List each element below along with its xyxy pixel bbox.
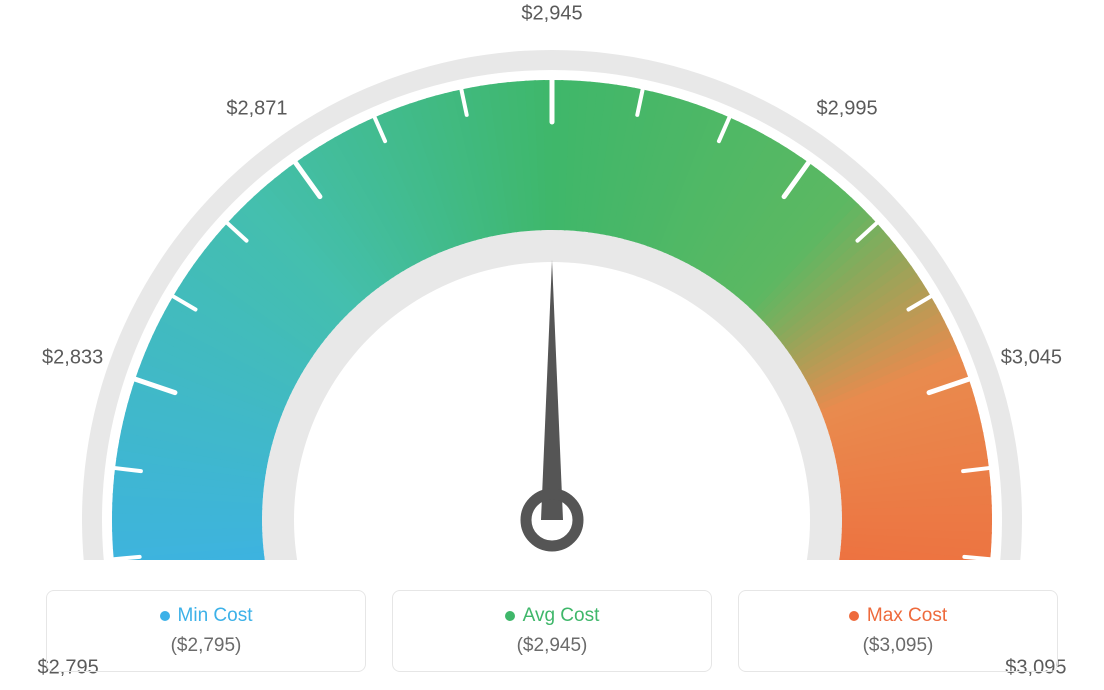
dot-icon (505, 611, 515, 621)
gauge-tick-label: $2,833 (42, 347, 103, 370)
legend-max-top: Max Cost (749, 605, 1047, 627)
legend-min-card: Min Cost ($2,795) (46, 590, 366, 672)
legend-avg-value: ($2,945) (403, 635, 701, 657)
gauge-svg (0, 0, 1104, 560)
legend-row: Min Cost ($2,795) Avg Cost ($2,945) Max … (0, 590, 1104, 672)
legend-min-value: ($2,795) (57, 635, 355, 657)
dot-icon (160, 611, 170, 621)
legend-max-card: Max Cost ($3,095) (738, 590, 1058, 672)
legend-avg-top: Avg Cost (403, 605, 701, 627)
dot-icon (849, 611, 859, 621)
legend-max-value: ($3,095) (749, 635, 1047, 657)
gauge-container: $2,795$2,833$2,871$2,945$2,995$3,045$3,0… (0, 0, 1104, 560)
gauge-tick-label: $2,945 (521, 3, 582, 26)
legend-min-top: Min Cost (57, 605, 355, 627)
legend-min-label: Min Cost (178, 605, 253, 627)
legend-avg-label: Avg Cost (523, 605, 600, 627)
legend-avg-card: Avg Cost ($2,945) (392, 590, 712, 672)
gauge-tick-label: $2,871 (226, 97, 287, 120)
gauge-tick-label: $2,995 (816, 97, 877, 120)
gauge-tick-label: $3,045 (1001, 347, 1062, 370)
legend-max-label: Max Cost (867, 605, 947, 627)
